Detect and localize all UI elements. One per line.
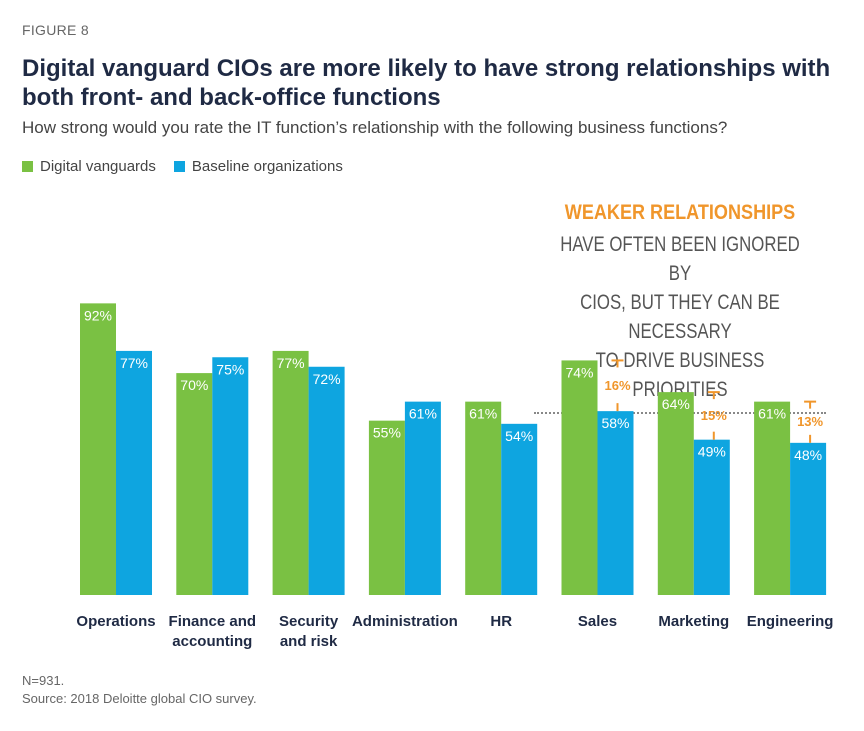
bar-baseline xyxy=(116,350,152,595)
footnote: N=931. Source: 2018 Deloitte global CIO … xyxy=(22,672,257,708)
bar-value-label: 70% xyxy=(180,377,208,393)
bar-baseline xyxy=(790,442,827,595)
legend: Digital vanguards Baseline organizations xyxy=(22,158,361,175)
gap-label: 16% xyxy=(604,378,630,393)
gap-label: 15% xyxy=(701,408,727,423)
bar-value-label: 77% xyxy=(120,355,148,371)
bar-value-label: 61% xyxy=(758,406,786,422)
bar-value-label: 49% xyxy=(698,444,726,460)
bar-baseline xyxy=(693,439,730,595)
bar-value-label: 75% xyxy=(216,361,244,377)
bar-baseline xyxy=(308,366,345,595)
category-label: Security xyxy=(279,613,339,630)
bar-digital-vanguards xyxy=(657,392,694,595)
callout-body: HAVE OFTEN BEEN IGNORED BY CIOS, BUT THE… xyxy=(552,230,808,404)
chart-title: Digital vanguard CIOs are more likely to… xyxy=(22,55,831,111)
category-label: Engineering xyxy=(747,613,834,630)
callout-line: HAVE OFTEN BEEN IGNORED BY xyxy=(560,233,800,285)
legend-swatch-blue xyxy=(173,161,185,172)
bar-value-label: 72% xyxy=(313,371,341,387)
bar-digital-vanguards xyxy=(80,303,116,595)
bar-digital-vanguards xyxy=(176,373,213,595)
category-label: HR xyxy=(490,613,512,630)
bar-value-label: 48% xyxy=(794,447,822,463)
bar-value-label: 58% xyxy=(601,415,629,431)
legend-label: Digital vanguards xyxy=(40,158,156,175)
callout-heading: WEAKER RELATIONSHIPS xyxy=(564,201,796,224)
legend-label: Baseline organizations xyxy=(191,158,343,175)
bar-baseline xyxy=(501,423,538,595)
bar-digital-vanguards xyxy=(754,401,791,595)
chart-subtitle: How strong would you rate the IT functio… xyxy=(22,118,728,137)
bar-value-label: 61% xyxy=(409,406,437,422)
bar-digital-vanguards xyxy=(368,420,405,595)
bar-digital-vanguards xyxy=(272,350,309,595)
category-label: accounting xyxy=(172,633,252,650)
bar-value-label: 74% xyxy=(565,364,593,380)
legend-item-baseline-organizations: Baseline organizations xyxy=(173,158,343,175)
bar-value-label: 54% xyxy=(505,428,533,444)
bar-digital-vanguards xyxy=(465,401,502,595)
bar-digital-vanguards xyxy=(561,360,598,595)
bar-value-label: 77% xyxy=(277,355,305,371)
bar-baseline xyxy=(597,411,634,595)
bar-value-label: 92% xyxy=(84,307,112,323)
bar-value-label: 61% xyxy=(469,406,497,422)
category-label: and risk xyxy=(280,633,338,650)
category-label: Sales xyxy=(578,613,617,630)
figure-label: FIGURE 8 xyxy=(22,22,89,38)
callout-line: CIOS, BUT THEY CAN BE NECESSARY xyxy=(580,291,780,343)
bar-baseline xyxy=(404,401,441,595)
bar-value-label: 64% xyxy=(662,396,690,412)
legend-swatch-green xyxy=(22,161,33,172)
source-note: Source: 2018 Deloitte global CIO survey. xyxy=(22,691,257,706)
category-label: Finance and xyxy=(169,613,257,630)
category-label: Operations xyxy=(76,613,155,630)
legend-item-digital-vanguards: Digital vanguards xyxy=(22,158,156,175)
callout: WEAKER RELATIONSHIPS HAVE OFTEN BEEN IGN… xyxy=(520,200,840,414)
category-label: Marketing xyxy=(658,613,729,630)
category-label: Administration xyxy=(352,613,458,630)
sample-size: N=931. xyxy=(22,673,65,688)
bar-value-label: 55% xyxy=(373,425,401,441)
gap-label: 13% xyxy=(797,414,823,429)
bar-baseline xyxy=(212,357,249,595)
callout-line: TO DRIVE BUSINESS PRIORITIES xyxy=(595,349,765,401)
